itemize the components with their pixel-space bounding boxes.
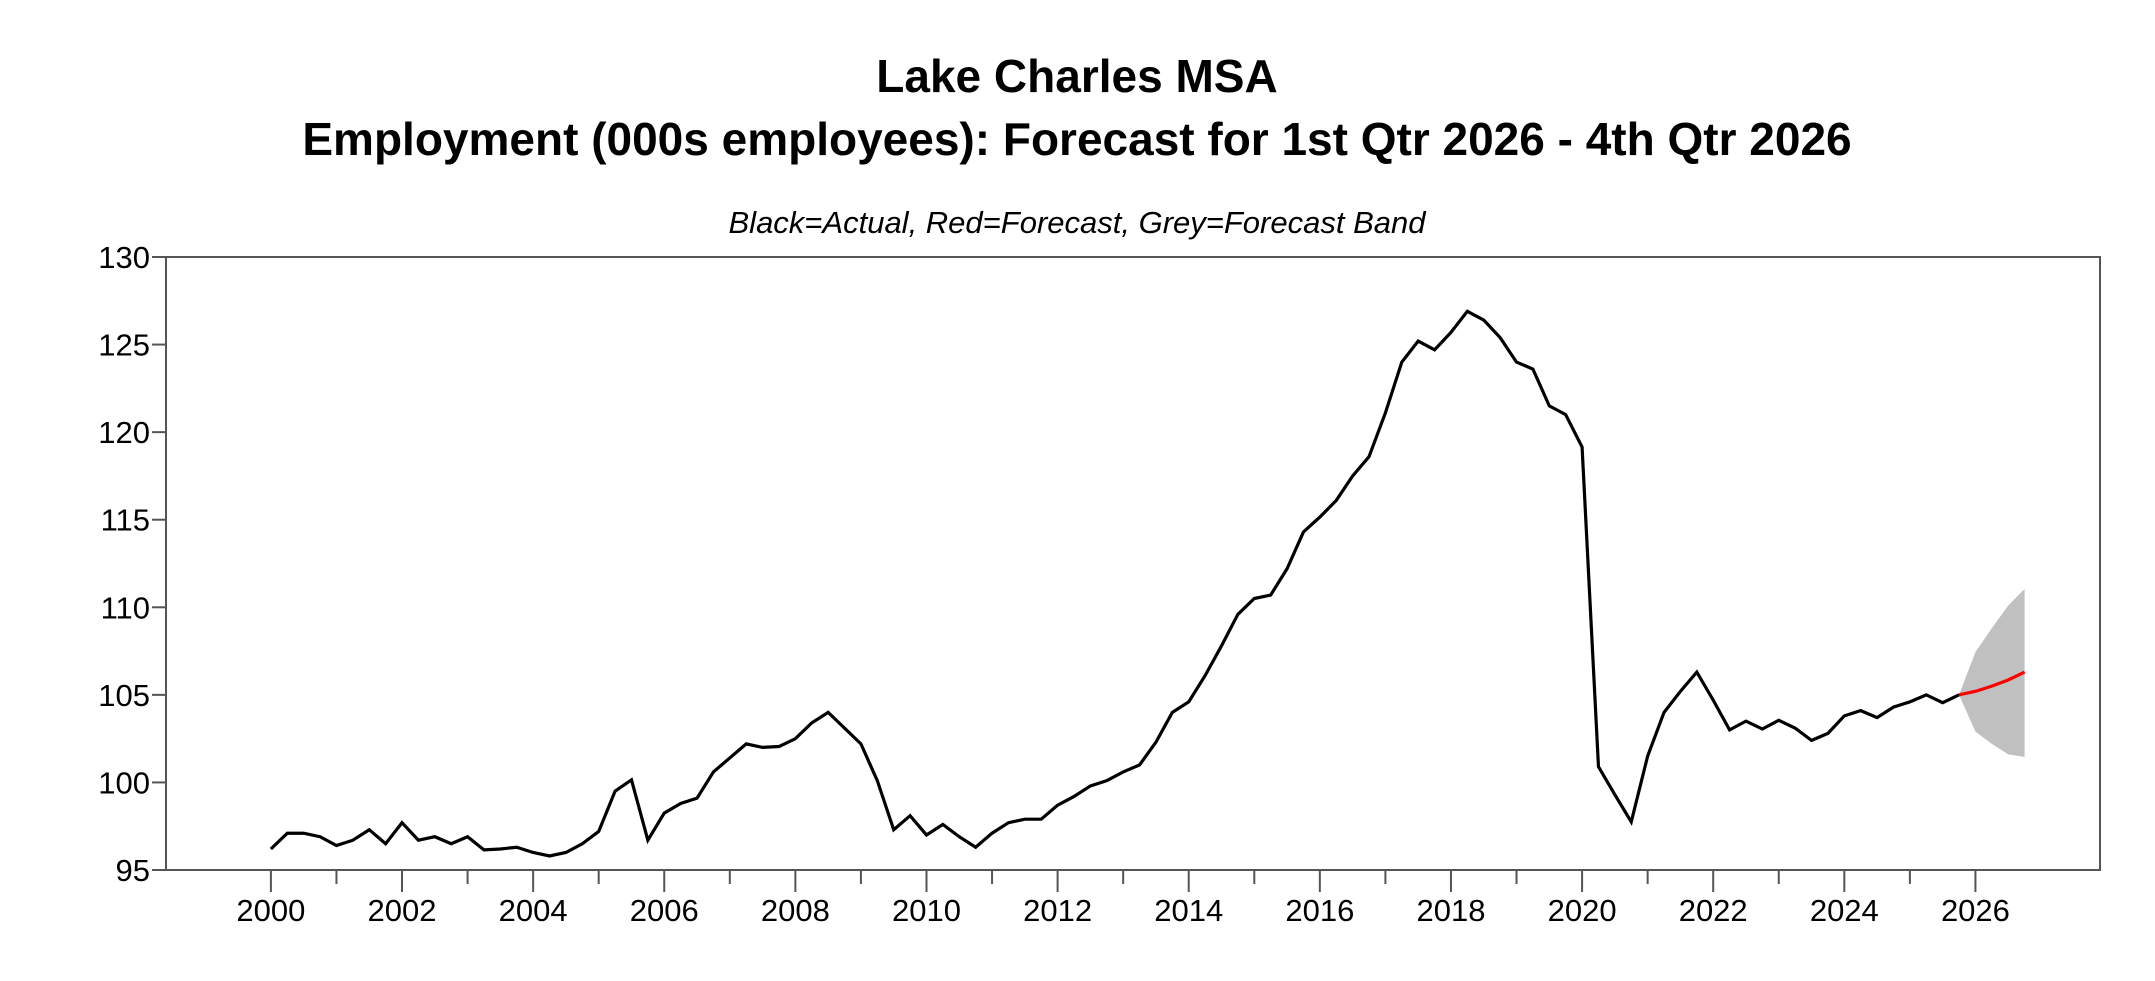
y-tick-label: 115 <box>101 503 150 538</box>
x-tick-label: 2014 <box>1154 893 1223 928</box>
x-tick-label: 2012 <box>1023 893 1092 928</box>
chart-title-line2: Employment (000s employees): Forecast fo… <box>302 113 1851 165</box>
chart-title: Lake Charles MSA <box>876 50 1277 102</box>
x-tick-label: 2022 <box>1679 893 1748 928</box>
x-tick-label: 2000 <box>236 893 305 928</box>
x-tick-label: 2024 <box>1810 893 1879 928</box>
y-tick-label: 95 <box>116 853 150 888</box>
x-tick-label: 2008 <box>761 893 830 928</box>
x-tick-label: 2018 <box>1416 893 1485 928</box>
x-tick-label: 2010 <box>892 893 961 928</box>
y-tick-label: 120 <box>98 415 150 450</box>
y-tick-label: 100 <box>98 765 150 800</box>
plot-frame <box>165 256 2101 871</box>
x-axis: 2000 2002 2004 2006 2008 2010 2012 2014 2016 2018… <box>236 870 2010 928</box>
x-tick-label: 2016 <box>1285 893 1354 928</box>
actual-line <box>269 309 1960 858</box>
forecast-band <box>1959 588 2025 758</box>
chart-subtitle: Black=Actual, Red=Forecast, Grey=Forecas… <box>729 205 1428 240</box>
x-tick-label: 2006 <box>630 893 699 928</box>
forecast-line <box>1958 670 2026 697</box>
y-tick-label: 125 <box>98 328 150 363</box>
x-tick-label: 2002 <box>368 893 437 928</box>
x-tick-label: 2026 <box>1941 893 2010 928</box>
y-tick-label: 110 <box>101 590 150 625</box>
x-tick-label: 2004 <box>499 893 568 928</box>
y-tick-label: 130 <box>98 240 150 275</box>
forecast-band-layer <box>1959 588 2025 758</box>
x-tick-label: 2020 <box>1548 893 1617 928</box>
y-tick-label: 105 <box>98 678 150 713</box>
y-axis: 95 100 105 110 115 120 125 130 <box>98 240 166 888</box>
series-layer <box>269 309 2026 858</box>
